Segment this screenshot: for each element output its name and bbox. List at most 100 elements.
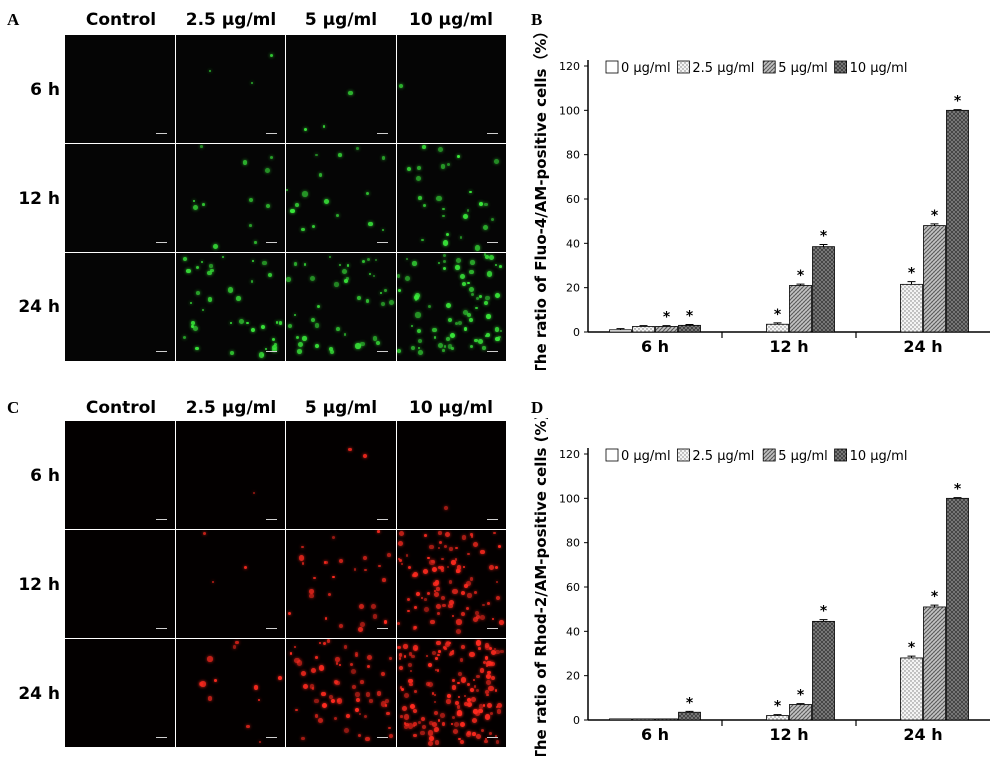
stained-cell bbox=[437, 653, 440, 657]
bar bbox=[789, 704, 812, 721]
stained-cell bbox=[367, 654, 373, 660]
legend-label: 10 μg/ml bbox=[850, 61, 908, 76]
stained-cell bbox=[437, 262, 440, 265]
stained-cell bbox=[372, 336, 378, 341]
micrograph-cell bbox=[396, 35, 506, 143]
stained-cell bbox=[332, 575, 335, 579]
stained-cell bbox=[385, 704, 388, 707]
stained-cell bbox=[488, 646, 492, 650]
stained-cell bbox=[389, 657, 392, 660]
error-bar bbox=[773, 714, 782, 716]
stained-cell bbox=[294, 645, 297, 648]
scale-bar bbox=[487, 737, 498, 738]
stained-cell bbox=[274, 342, 277, 346]
stained-cell bbox=[366, 257, 371, 262]
stained-cell bbox=[473, 541, 479, 547]
stained-cell bbox=[467, 312, 471, 317]
stained-cell bbox=[249, 198, 254, 203]
stained-cell bbox=[377, 691, 382, 696]
significance-mark: * bbox=[797, 268, 805, 284]
stained-cell bbox=[321, 702, 327, 708]
error-bar bbox=[953, 109, 962, 111]
stained-cell bbox=[398, 653, 403, 658]
stained-cell bbox=[382, 578, 386, 582]
stained-cell bbox=[468, 287, 474, 293]
stained-cell bbox=[310, 317, 316, 323]
stained-cell bbox=[463, 566, 466, 569]
error-bar bbox=[819, 243, 828, 247]
stained-cell bbox=[491, 217, 495, 221]
stained-cell bbox=[261, 324, 266, 330]
stained-cell bbox=[458, 671, 463, 676]
stained-cell bbox=[446, 699, 451, 704]
stained-cell bbox=[269, 155, 274, 160]
stained-cell bbox=[360, 680, 364, 684]
stained-cell bbox=[229, 321, 233, 324]
legend-swatch bbox=[834, 448, 848, 462]
stained-cell bbox=[482, 346, 486, 350]
x-tick-label: 6 h bbox=[641, 725, 669, 744]
legend-label: 2.5 μg/ml bbox=[692, 61, 754, 76]
stained-cell bbox=[286, 277, 291, 282]
stained-cell bbox=[433, 336, 437, 339]
stained-cell bbox=[414, 690, 418, 693]
stained-cell bbox=[423, 597, 427, 601]
stained-cell bbox=[230, 351, 235, 356]
legend-label: 0 μg/ml bbox=[621, 449, 671, 464]
stained-cell bbox=[476, 733, 482, 740]
stained-cell bbox=[344, 727, 350, 733]
stained-cell bbox=[420, 596, 424, 600]
stained-cell bbox=[463, 214, 469, 220]
stained-cell bbox=[464, 702, 469, 707]
stained-cell bbox=[473, 678, 476, 681]
scale-bar bbox=[487, 519, 498, 520]
stained-cell bbox=[454, 558, 458, 562]
error-bar bbox=[616, 328, 625, 330]
stained-cell bbox=[293, 261, 298, 266]
bar bbox=[812, 246, 835, 333]
stained-cell bbox=[303, 683, 309, 690]
stained-cell bbox=[457, 695, 460, 698]
stained-cell bbox=[400, 562, 403, 566]
scale-bar bbox=[155, 628, 167, 629]
stained-cell bbox=[286, 188, 289, 192]
stained-cell bbox=[453, 729, 459, 735]
significance-mark: * bbox=[908, 266, 916, 282]
stained-cell bbox=[407, 723, 414, 729]
x-tick-label: 6 h bbox=[641, 337, 669, 356]
stained-cell bbox=[336, 699, 340, 703]
scale-bar bbox=[376, 737, 388, 738]
stained-cell bbox=[467, 593, 472, 598]
stained-cell bbox=[404, 693, 410, 699]
error-bar bbox=[685, 323, 694, 326]
legend-swatch bbox=[834, 60, 848, 74]
stained-cell bbox=[423, 203, 427, 207]
micrograph-cell bbox=[65, 144, 175, 252]
stained-cell bbox=[447, 344, 453, 349]
y-tick-label: 0 bbox=[573, 714, 580, 727]
stained-cell bbox=[423, 534, 427, 538]
stained-cell bbox=[377, 530, 380, 533]
stained-cell bbox=[339, 624, 344, 629]
stained-cell bbox=[301, 545, 304, 549]
stained-cell bbox=[433, 726, 439, 733]
stained-cell bbox=[493, 647, 497, 650]
stained-cell bbox=[405, 722, 409, 727]
stained-cell bbox=[456, 628, 461, 634]
stained-cell bbox=[438, 342, 444, 349]
stained-cell bbox=[365, 299, 370, 303]
stained-cell bbox=[385, 699, 390, 703]
stained-cell bbox=[416, 176, 422, 182]
stained-cell bbox=[355, 651, 359, 655]
stained-cell bbox=[380, 701, 387, 707]
stained-cell bbox=[404, 655, 407, 658]
stained-cell bbox=[494, 263, 497, 266]
stained-cell bbox=[472, 732, 476, 736]
stained-cell bbox=[415, 312, 421, 318]
stained-cell bbox=[386, 553, 391, 558]
stained-cell bbox=[355, 692, 360, 697]
stained-cell bbox=[397, 558, 400, 561]
x-tick-label: 12 h bbox=[769, 337, 808, 356]
panel-letter-c: C bbox=[7, 398, 20, 417]
stained-cell bbox=[211, 580, 215, 584]
